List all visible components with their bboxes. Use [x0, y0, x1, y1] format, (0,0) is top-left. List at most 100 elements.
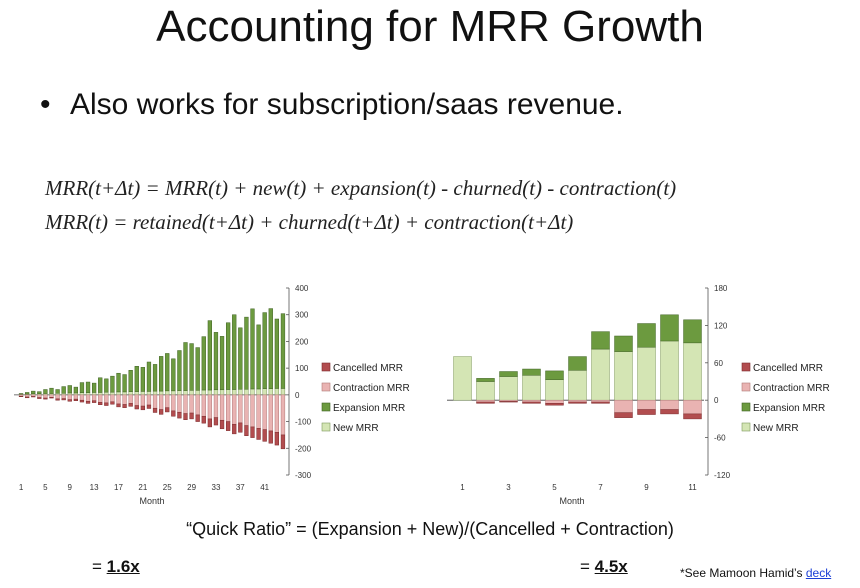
bar-new-mrr [104, 391, 109, 396]
bar-expansion-mrr [49, 387, 54, 394]
bar-contraction-mrr [177, 394, 182, 413]
bar-contraction-mrr [250, 394, 255, 428]
bar-new-mrr [79, 392, 85, 396]
bar-contraction-mrr [55, 394, 60, 400]
y-tick-label: 400 [295, 284, 309, 293]
bar-new-mrr [232, 389, 237, 396]
legend-swatch-expansion-mrr [741, 402, 751, 412]
bar-contraction-mrr [110, 394, 115, 403]
bar-cancelled-mrr [256, 428, 261, 440]
legend-label-contraction-mrr: Contraction MRR [753, 383, 830, 394]
bar-contraction-mrr [207, 394, 213, 420]
bar-cancelled-mrr [171, 410, 176, 417]
bar-expansion-mrr [165, 353, 170, 392]
y-tick-label: 0 [295, 391, 300, 400]
bar-cancelled-mrr [158, 409, 164, 415]
bar-contraction-mrr [256, 394, 261, 429]
quick-ratio-left: = 1.6x [92, 557, 140, 577]
bar-expansion-mrr [158, 356, 164, 392]
bar-cancelled-mrr [476, 401, 495, 404]
bullet-item: • Also works for subscription/saas revenu… [40, 88, 624, 122]
y-tick-label: 0 [714, 396, 719, 405]
bar-expansion-mrr [31, 390, 36, 395]
bar-new-mrr [545, 379, 564, 401]
bar-expansion-mrr [55, 389, 60, 394]
bar-contraction-mrr [232, 394, 237, 425]
bar-cancelled-mrr [660, 409, 679, 415]
bar-contraction-mrr [91, 394, 97, 401]
y-tick-label: -60 [714, 434, 726, 443]
bar-contraction-mrr [189, 394, 194, 414]
bar-cancelled-mrr [31, 396, 36, 398]
bar-cancelled-mrr [49, 397, 54, 399]
bar-contraction-mrr [201, 394, 206, 417]
bar-contraction-mrr [568, 399, 587, 403]
x-tick-label: 11 [688, 483, 697, 492]
bar-cancelled-mrr [183, 413, 188, 420]
bar-cancelled-mrr [195, 414, 200, 422]
y-tick-label: 60 [714, 359, 723, 368]
bar-cancelled-mrr [268, 430, 273, 444]
bar-new-mrr [195, 390, 200, 396]
bar-cancelled-mrr [232, 423, 237, 435]
formula-mrr-retained: MRR(t) = retained(t+Δt) + churned(t+Δt) … [45, 210, 574, 234]
deck-link[interactable]: deck [805, 566, 832, 580]
x-tick-label: 33 [212, 483, 221, 492]
bar-expansion-mrr [177, 350, 182, 391]
x-axis-label: Month [139, 496, 164, 506]
bar-contraction-mrr [476, 399, 495, 403]
bar-expansion-mrr [79, 382, 85, 393]
bar-cancelled-mrr [37, 397, 42, 399]
bar-new-mrr [207, 389, 213, 396]
bar-new-mrr [98, 392, 103, 396]
bar-contraction-mrr [122, 394, 127, 405]
bar-cancelled-mrr [189, 412, 194, 420]
bar-new-mrr [453, 356, 472, 401]
bar-cancelled-mrr [219, 419, 225, 430]
bar-cancelled-mrr [116, 403, 121, 408]
bar-cancelled-mrr [274, 432, 280, 446]
bar-cancelled-mrr [262, 429, 267, 442]
bar-expansion-mrr [146, 361, 152, 392]
bar-expansion-mrr [104, 378, 109, 393]
bar-contraction-mrr [683, 399, 702, 415]
bar-new-mrr [244, 388, 249, 396]
bar-contraction-mrr [238, 394, 243, 424]
legend-swatch-cancelled-mrr [741, 362, 751, 372]
bar-contraction-mrr [195, 394, 200, 416]
bar-new-mrr [128, 391, 133, 396]
bar-expansion-mrr [476, 378, 495, 382]
bar-contraction-mrr [128, 394, 133, 404]
bar-contraction-mrr [134, 394, 139, 406]
legend-swatch-new-mrr [741, 422, 751, 432]
bar-expansion-mrr [262, 312, 267, 389]
bar-new-mrr [152, 390, 158, 396]
bar-new-mrr [110, 391, 115, 396]
bar-new-mrr [225, 389, 231, 396]
bar-new-mrr [262, 388, 267, 396]
bar-cancelled-mrr [207, 418, 213, 428]
y-tick-label: 200 [295, 337, 309, 346]
bar-expansion-mrr [250, 308, 255, 390]
bar-new-mrr [522, 375, 541, 401]
x-tick-label: 25 [163, 483, 172, 492]
bar-new-mrr [158, 390, 164, 396]
bar-new-mrr [476, 381, 495, 401]
bar-contraction-mrr [49, 394, 54, 398]
bar-contraction-mrr [158, 394, 164, 410]
y-tick-label: 300 [295, 311, 309, 320]
bar-contraction-mrr [152, 394, 158, 409]
mrr-chart-recent: 180 120 60 0 -60 -120 1 3 5 7 9 11 Month Cancelled MR… [447, 284, 830, 506]
x-tick-label: 5 [552, 483, 557, 492]
bar-contraction-mrr [61, 394, 66, 399]
x-tick-label: 41 [260, 483, 269, 492]
bar-contraction-mrr [43, 394, 48, 399]
bar-expansion-mrr [268, 308, 273, 389]
y-tick-label: 100 [295, 364, 309, 373]
bar-new-mrr [268, 388, 273, 396]
bar-cancelled-mrr [67, 399, 72, 402]
bar-contraction-mrr [85, 394, 91, 402]
x-axis-label: Month [559, 496, 584, 506]
bar-cancelled-mrr [250, 426, 255, 438]
legend-label-expansion-mrr: Expansion MRR [753, 403, 825, 414]
